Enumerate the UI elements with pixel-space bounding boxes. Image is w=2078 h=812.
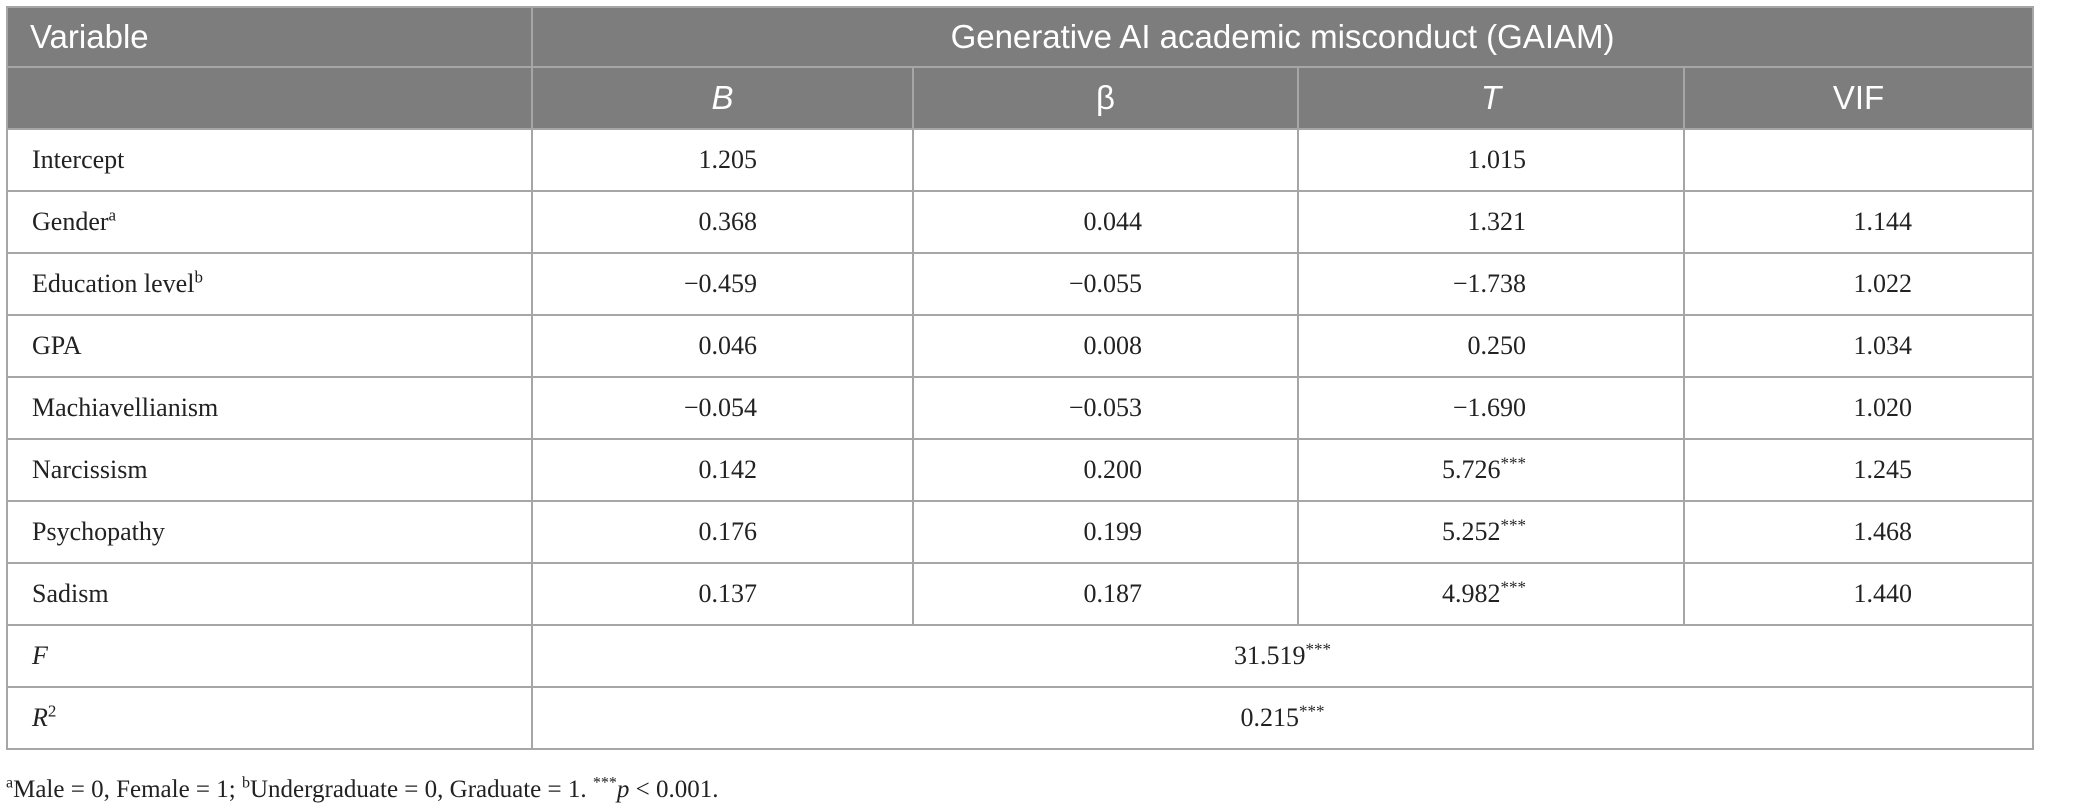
vif-value: 1.468 xyxy=(1682,500,2035,564)
t-value: 0.250 xyxy=(1297,314,1685,378)
vif-value: 1.245 xyxy=(1682,438,2035,502)
header-row-2: B β T VIF xyxy=(6,66,2035,130)
empty-header-cell xyxy=(6,66,533,130)
regression-table: Variable Generative AI academic miscondu… xyxy=(6,6,2035,750)
t-column-header: T xyxy=(1297,66,1685,130)
header-row-1: Variable Generative AI academic miscondu… xyxy=(6,6,2035,68)
t-value: 1.321 xyxy=(1297,190,1685,254)
row-label: Sadism xyxy=(6,562,533,626)
b-value: 0.137 xyxy=(531,562,914,626)
f-statistic-row: F 31.519*** xyxy=(6,624,2035,688)
footnote-p-letter: p xyxy=(616,776,630,803)
footnote-a-text: Male = 0, Female = 1; xyxy=(13,776,242,803)
row-label: Narcissism xyxy=(6,438,533,502)
t-value: −1.690 xyxy=(1297,376,1685,440)
vif-value xyxy=(1682,128,2035,192)
b-value: 0.368 xyxy=(531,190,914,254)
table-row: GPA 0.046 0.008 0.250 1.034 xyxy=(6,314,2035,378)
beta-column-header: β xyxy=(912,66,1299,130)
table-row: Education levelb −0.459 −0.055 −1.738 1.… xyxy=(6,252,2035,316)
beta-value xyxy=(912,128,1299,192)
vif-value: 1.022 xyxy=(1682,252,2035,316)
footnote-mark-b: b xyxy=(241,774,250,792)
b-value: −0.459 xyxy=(531,252,914,316)
t-value: 5.726*** xyxy=(1297,438,1685,502)
table-row: Psychopathy 0.176 0.199 5.252*** 1.468 xyxy=(6,500,2035,564)
row-label: Machiavellianism xyxy=(6,376,533,440)
t-value: 4.982*** xyxy=(1297,562,1685,626)
t-value: 1.015 xyxy=(1297,128,1685,192)
row-label: Intercept xyxy=(6,128,533,192)
gaiam-group-header: Generative AI academic misconduct (GAIAM… xyxy=(530,6,2035,68)
table-row: Machiavellianism −0.054 −0.053 −1.690 1.… xyxy=(6,376,2035,440)
variable-header: Variable xyxy=(6,6,533,68)
vif-column-header: VIF xyxy=(1682,66,2035,130)
row-label: Education levelb xyxy=(6,252,533,316)
regression-table-container: Variable Generative AI academic miscondu… xyxy=(6,6,2035,750)
b-value: 0.142 xyxy=(531,438,914,502)
table-footnote: aMale = 0, Female = 1; bUndergraduate = … xyxy=(6,774,719,804)
row-label: Psychopathy xyxy=(6,500,533,564)
footnote-b-text: Undergraduate = 0, Graduate = 1. xyxy=(249,776,593,803)
beta-value: −0.053 xyxy=(912,376,1299,440)
table-row: Intercept 1.205 1.015 xyxy=(6,128,2035,192)
beta-value: 0.200 xyxy=(912,438,1299,502)
row-label: Gendera xyxy=(6,190,533,254)
t-value: 5.252*** xyxy=(1297,500,1685,564)
table-body: Intercept 1.205 1.015 Gendera 0.368 0.04… xyxy=(6,128,2035,750)
footnote-mark-significance: *** xyxy=(592,774,617,792)
beta-value: 0.187 xyxy=(912,562,1299,626)
b-value: 0.046 xyxy=(531,314,914,378)
table-row: Sadism 0.137 0.187 4.982*** 1.440 xyxy=(6,562,2035,626)
vif-value: 1.020 xyxy=(1682,376,2035,440)
b-value: −0.054 xyxy=(531,376,914,440)
vif-value: 1.144 xyxy=(1682,190,2035,254)
r-squared-row: R2 0.215*** xyxy=(6,686,2035,750)
beta-value: 0.199 xyxy=(912,500,1299,564)
f-value: 31.519*** xyxy=(530,624,2035,688)
b-value: 1.205 xyxy=(531,128,914,192)
t-value: −1.738 xyxy=(1297,252,1685,316)
footnote-mark-a: a xyxy=(6,774,14,792)
r-squared-value: 0.215*** xyxy=(530,686,2035,750)
vif-value: 1.440 xyxy=(1682,562,2035,626)
beta-value: −0.055 xyxy=(912,252,1299,316)
vif-value: 1.034 xyxy=(1682,314,2035,378)
r-squared-label: R2 xyxy=(6,686,533,750)
b-column-header: B xyxy=(531,66,914,130)
table-header: Variable Generative AI academic miscondu… xyxy=(6,6,2035,130)
f-label: F xyxy=(6,624,533,688)
footnote-p-text: < 0.001. xyxy=(629,776,719,803)
b-value: 0.176 xyxy=(531,500,914,564)
beta-value: 0.008 xyxy=(912,314,1299,378)
table-row: Narcissism 0.142 0.200 5.726*** 1.245 xyxy=(6,438,2035,502)
row-label: GPA xyxy=(6,314,533,378)
beta-value: 0.044 xyxy=(912,190,1299,254)
table-row: Gendera 0.368 0.044 1.321 1.144 xyxy=(6,190,2035,254)
